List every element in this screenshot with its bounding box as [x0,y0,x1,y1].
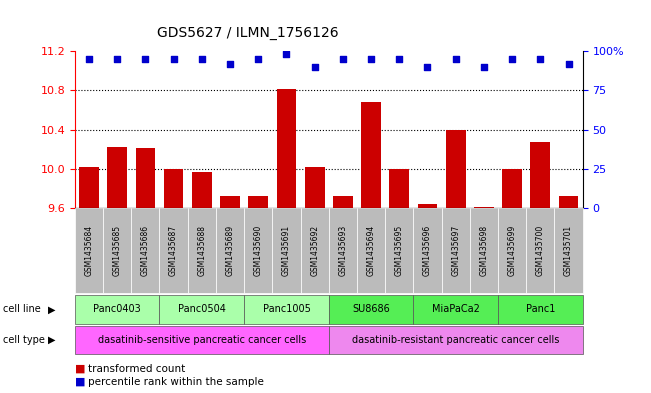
Text: ▶: ▶ [48,305,56,314]
Text: dasatinib-sensitive pancreatic cancer cells: dasatinib-sensitive pancreatic cancer ce… [98,335,306,345]
Text: ■: ■ [75,364,85,374]
Bar [192,172,212,208]
Text: GSM1435685: GSM1435685 [113,225,122,276]
Text: GSM1435684: GSM1435684 [85,225,94,276]
Text: GSM1435688: GSM1435688 [197,225,206,276]
Bar [277,89,296,208]
Text: GSM1435699: GSM1435699 [508,225,517,276]
Bar [333,196,353,208]
Bar [107,147,127,208]
Text: GSM1435697: GSM1435697 [451,225,460,276]
Text: Panc0403: Panc0403 [93,305,141,314]
Text: GSM1435698: GSM1435698 [479,225,488,276]
Text: GSM1435689: GSM1435689 [225,225,234,276]
Bar [503,169,522,208]
Text: dasatinib-resistant pancreatic cancer cells: dasatinib-resistant pancreatic cancer ce… [352,335,559,345]
Bar [361,102,381,208]
Point [422,64,433,70]
Bar [531,143,550,208]
Bar [446,130,465,208]
Point [197,56,207,62]
Bar [220,196,240,208]
Bar [418,204,437,208]
Text: GSM1435694: GSM1435694 [367,225,376,276]
Text: Panc1005: Panc1005 [262,305,311,314]
Point [140,56,150,62]
Text: GSM1435692: GSM1435692 [310,225,319,276]
Text: GSM1435693: GSM1435693 [339,225,348,276]
Point [535,56,546,62]
Point [450,56,461,62]
Bar [559,196,578,208]
Point [281,51,292,57]
Text: percentile rank within the sample: percentile rank within the sample [88,377,264,387]
Point [507,56,518,62]
Point [253,56,264,62]
Text: SU8686: SU8686 [352,305,390,314]
Text: GSM1435695: GSM1435695 [395,225,404,276]
Point [338,56,348,62]
Bar [164,169,184,208]
Text: GSM1435690: GSM1435690 [254,225,263,276]
Bar [79,167,99,208]
Text: cell type: cell type [3,335,45,345]
Text: cell line: cell line [3,305,41,314]
Bar [305,167,324,208]
Text: ■: ■ [75,377,85,387]
Text: GDS5627 / ILMN_1756126: GDS5627 / ILMN_1756126 [157,26,338,40]
Point [84,56,94,62]
Text: ▶: ▶ [48,335,56,345]
Text: GSM1435696: GSM1435696 [423,225,432,276]
Text: MiaPaCa2: MiaPaCa2 [432,305,480,314]
Bar [389,169,409,208]
Point [309,64,320,70]
Text: GSM1435701: GSM1435701 [564,225,573,276]
Text: Panc0504: Panc0504 [178,305,226,314]
Text: transformed count: transformed count [88,364,185,374]
Text: GSM1435686: GSM1435686 [141,225,150,276]
Bar [248,196,268,208]
Bar [135,148,155,208]
Point [366,56,376,62]
Text: Panc1: Panc1 [525,305,555,314]
Text: GSM1435687: GSM1435687 [169,225,178,276]
Text: GSM1435700: GSM1435700 [536,225,545,276]
Point [169,56,179,62]
Point [394,56,404,62]
Text: GSM1435691: GSM1435691 [282,225,291,276]
Point [112,56,122,62]
Point [478,64,489,70]
Point [225,61,235,67]
Point [563,61,574,67]
